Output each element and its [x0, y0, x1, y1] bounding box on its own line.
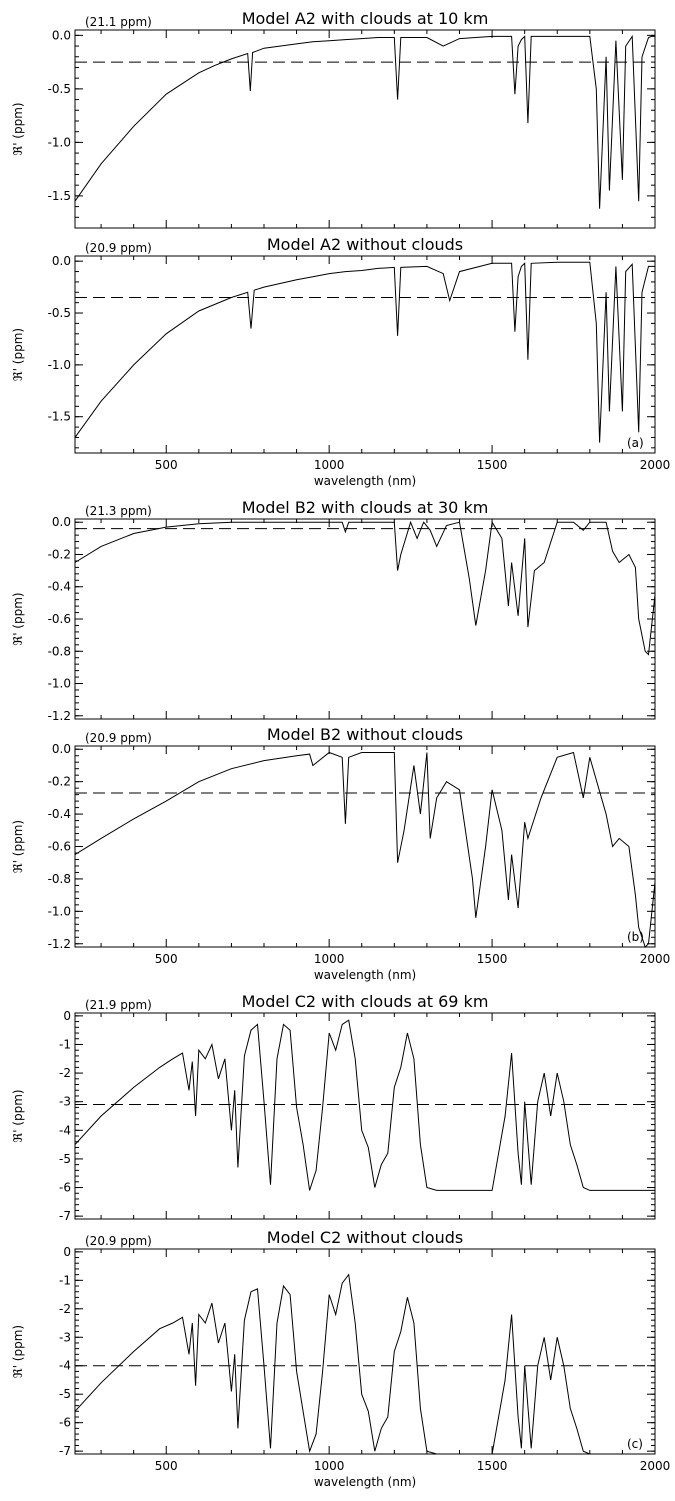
- x-tick-label: 1500: [477, 1459, 508, 1473]
- y-tick-label: -7: [59, 1209, 71, 1223]
- y-axis-label: ℜ' (ppm): [11, 1089, 25, 1142]
- y-tick-label: -4: [59, 1359, 71, 1373]
- x-axis-label: wavelength (nm): [314, 968, 416, 982]
- x-tick-label: 1000: [314, 1459, 345, 1473]
- plot-frame: [74, 255, 656, 454]
- y-tick-label: -0.6: [48, 840, 71, 854]
- y-tick-label: -0.2: [48, 547, 71, 561]
- y-tick-label: -0.6: [48, 612, 71, 626]
- flux-annotation: (21.1 ppm): [85, 15, 152, 29]
- y-tick-label: -5: [59, 1152, 71, 1166]
- x-tick-label: 500: [155, 952, 178, 966]
- y-tick-label: 0.0: [52, 742, 71, 756]
- y-tick-label: -1: [59, 1037, 71, 1051]
- y-tick-label: -1.5: [48, 410, 71, 424]
- y-tick-label: 0.0: [52, 254, 71, 268]
- y-tick-label: -6: [59, 1181, 71, 1195]
- plot-frame: [74, 1012, 656, 1220]
- y-axis-label: ℜ' (ppm): [11, 592, 25, 645]
- y-tick-label: -7: [59, 1444, 71, 1458]
- x-axis-label: wavelength (nm): [314, 474, 416, 488]
- panel-title: Model B2 with clouds at 30 km: [242, 498, 489, 517]
- spectrum-line: [74, 1019, 655, 1191]
- y-tick-label: -1.0: [48, 677, 71, 691]
- panel-title: Model C2 with clouds at 69 km: [242, 992, 489, 1011]
- y-tick-label: -0.4: [48, 580, 71, 594]
- x-axis-label: wavelength (nm): [314, 1475, 416, 1489]
- y-tick-label: -1.2: [48, 709, 71, 723]
- x-tick-label: 500: [155, 458, 178, 472]
- y-tick-label: -0.2: [48, 775, 71, 789]
- x-tick-label: 2000: [640, 952, 671, 966]
- flux-annotation: (21.9 ppm): [85, 998, 152, 1012]
- spectrum-line: [74, 520, 656, 656]
- y-tick-label: -1: [59, 1273, 71, 1287]
- flux-annotation: (20.9 ppm): [85, 241, 152, 255]
- y-axis-label: ℜ' (ppm): [11, 820, 25, 873]
- y-tick-label: -3: [59, 1330, 71, 1344]
- y-tick-label: -2: [59, 1066, 71, 1080]
- y-tick-label: -5: [59, 1387, 71, 1401]
- y-tick-label: 0: [63, 1245, 71, 1259]
- y-tick-label: -0.5: [48, 82, 71, 96]
- plot-frame: [74, 518, 656, 720]
- y-axis-label: ℜ' (ppm): [11, 102, 25, 155]
- flux-annotation: (21.3 ppm): [85, 504, 152, 518]
- x-tick-label: 1500: [477, 952, 508, 966]
- y-tick-label: 0.0: [52, 515, 71, 529]
- y-tick-label: -3: [59, 1095, 71, 1109]
- y-tick-label: -0.8: [48, 872, 71, 886]
- x-tick-label: 1500: [477, 458, 508, 472]
- y-tick-label: -1.0: [48, 904, 71, 918]
- x-tick-label: 1000: [314, 952, 345, 966]
- flux-annotation: (20.9 ppm): [85, 731, 152, 745]
- x-tick-label: 500: [155, 1459, 178, 1473]
- y-tick-label: 0.0: [52, 28, 71, 42]
- x-tick-label: 2000: [640, 458, 671, 472]
- panel-label: (c): [627, 1437, 643, 1451]
- spectrum-line: [74, 751, 656, 948]
- y-tick-label: 0: [63, 1009, 71, 1023]
- y-axis-label: ℜ' (ppm): [11, 328, 25, 381]
- y-tick-label: -0.5: [48, 306, 71, 320]
- spectrum-line: [74, 34, 655, 209]
- panel-title: Model A2 without clouds: [267, 235, 463, 254]
- y-tick-label: -1.2: [48, 937, 71, 951]
- y-tick-label: -0.4: [48, 807, 71, 821]
- y-axis-label: ℜ' (ppm): [11, 1325, 25, 1378]
- panel-label: (a): [627, 436, 644, 450]
- y-tick-label: -1.0: [48, 358, 71, 372]
- panel-label: (b): [627, 930, 644, 944]
- spectrum-line: [74, 1273, 655, 1455]
- panel-title: Model B2 without clouds: [267, 725, 463, 744]
- plot-frame: [74, 29, 656, 229]
- y-tick-label: -2: [59, 1302, 71, 1316]
- y-tick-label: -4: [59, 1123, 71, 1137]
- x-tick-label: 1000: [314, 458, 345, 472]
- panel-title: Model C2 without clouds: [267, 1228, 463, 1247]
- plot-frame: [74, 1248, 656, 1455]
- x-tick-label: 2000: [640, 1459, 671, 1473]
- flux-annotation: (20.9 ppm): [85, 1234, 152, 1248]
- y-tick-label: -1.0: [48, 135, 71, 149]
- y-tick-label: -1.5: [48, 189, 71, 203]
- plot-frame: [74, 745, 656, 948]
- y-tick-label: -0.8: [48, 644, 71, 658]
- y-tick-label: -6: [59, 1416, 71, 1430]
- spectrum-line: [74, 261, 655, 443]
- panel-title: Model A2 with clouds at 10 km: [242, 9, 489, 28]
